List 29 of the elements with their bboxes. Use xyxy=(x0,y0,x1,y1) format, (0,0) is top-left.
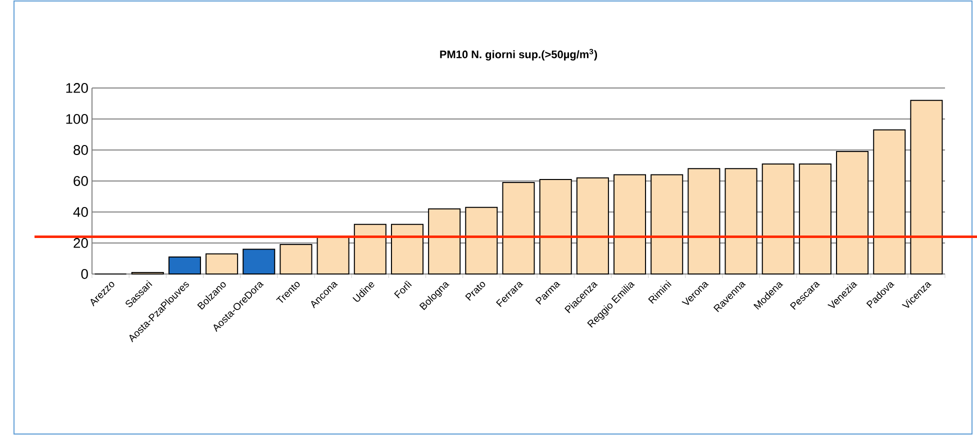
bar xyxy=(280,244,312,274)
bar xyxy=(798,163,832,274)
y-tick-label: 60 xyxy=(74,176,88,186)
y-tick-label: 80 xyxy=(74,145,88,155)
bar xyxy=(539,178,572,274)
y-tick-label: 100 xyxy=(66,114,88,124)
bar xyxy=(465,206,498,274)
bar xyxy=(316,236,350,274)
y-tick-label: 20 xyxy=(74,238,88,248)
bar xyxy=(762,163,794,274)
bar xyxy=(724,168,758,274)
bar xyxy=(206,253,238,274)
bar xyxy=(910,100,943,274)
bar xyxy=(502,182,535,274)
bar xyxy=(614,174,646,274)
bar xyxy=(836,151,869,274)
y-tick-label: 120 xyxy=(66,83,88,93)
bar xyxy=(428,208,461,274)
chart-title: PM10 N. giorni sup.(>50µg/m$^{3}$) xyxy=(440,48,598,61)
bar xyxy=(354,224,386,274)
bar xyxy=(242,248,276,274)
bar xyxy=(390,224,424,274)
y-tick-label: 40 xyxy=(73,207,88,217)
bar xyxy=(576,177,609,274)
y-tick-label: 0 xyxy=(81,269,88,279)
bar xyxy=(650,174,684,274)
bar xyxy=(688,168,720,274)
bar xyxy=(873,129,906,274)
bar xyxy=(168,256,201,274)
